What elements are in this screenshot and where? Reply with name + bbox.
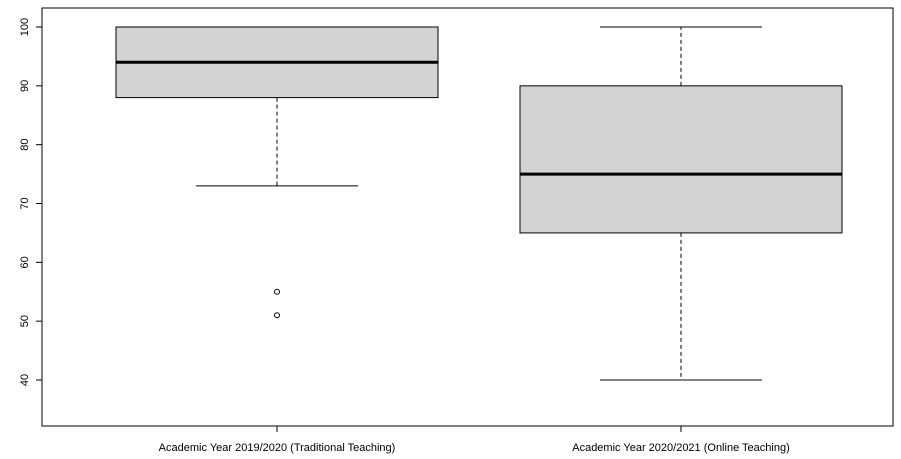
box-group <box>519 26 843 381</box>
box-group <box>115 26 439 319</box>
x-axis: Academic Year 2019/2020 (Traditional Tea… <box>159 426 790 454</box>
y-tick-label: 70 <box>19 197 31 209</box>
y-axis: 40 50 60 70 80 90 100 <box>19 18 42 386</box>
boxes <box>115 26 843 381</box>
plot-frame <box>41 7 894 427</box>
y-tick-label: 40 <box>19 374 31 386</box>
outlier-point <box>274 312 280 319</box>
y-tick-label: 90 <box>19 80 31 92</box>
x-category-label: Academic Year 2020/2021 (Online Teaching… <box>572 442 790 454</box>
x-category-label: Academic Year 2019/2020 (Traditional Tea… <box>159 442 396 454</box>
y-tick-label: 60 <box>19 256 31 268</box>
iqr-box <box>519 85 843 234</box>
y-tick-label: 80 <box>19 139 31 151</box>
y-tick-label: 50 <box>19 315 31 327</box>
outlier-point <box>274 288 280 295</box>
y-tick-label: 100 <box>19 18 31 36</box>
